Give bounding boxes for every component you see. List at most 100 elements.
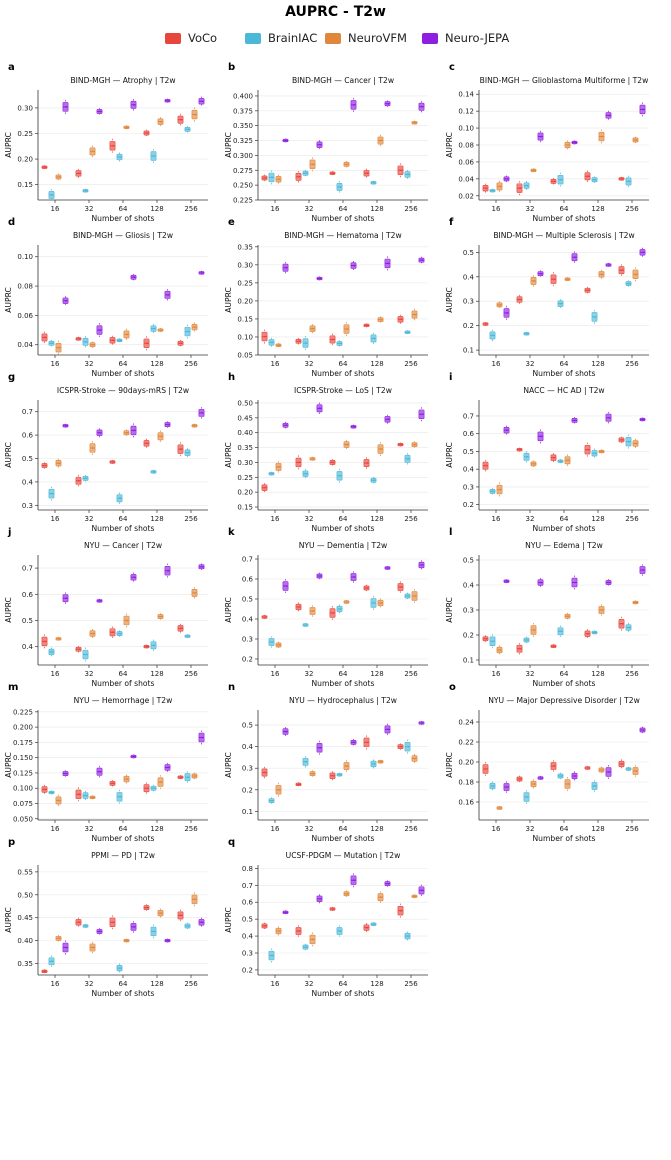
- x-tick-label: 32: [526, 825, 535, 833]
- box-neuro-jepa-16: [503, 781, 510, 793]
- data-point: [146, 442, 149, 445]
- y-axis-label: AUPRC: [224, 442, 233, 468]
- box-brainiac-256: [625, 766, 632, 772]
- data-point: [587, 448, 589, 451]
- data-point: [421, 889, 423, 892]
- box-neurovfm-64: [123, 613, 130, 628]
- box-neurovfm-128: [157, 613, 164, 620]
- box-brainiac-128: [370, 595, 377, 611]
- data-point: [319, 277, 321, 280]
- data-point: [642, 418, 644, 421]
- box-voco-32: [295, 782, 302, 787]
- subplot-title: NYU — Hydrocephalus | T2w: [289, 696, 397, 705]
- box-voco-16: [41, 784, 48, 795]
- data-point: [194, 113, 197, 116]
- box-voco-128: [363, 735, 370, 750]
- box-voco-128: [143, 782, 150, 795]
- data-point: [133, 576, 136, 579]
- data-point: [506, 177, 508, 180]
- data-point: [594, 315, 596, 318]
- box-neuro-jepa-32: [96, 598, 103, 603]
- data-point: [44, 166, 46, 169]
- data-point: [146, 132, 149, 134]
- data-point: [642, 108, 644, 111]
- box-neurovfm-64: [343, 599, 350, 605]
- box-neurovfm-32: [89, 341, 96, 349]
- x-tick-label: 16: [271, 515, 280, 523]
- data-point: [153, 327, 156, 330]
- box-neurovfm-32: [89, 795, 96, 800]
- box-neurovfm-16: [275, 641, 282, 649]
- data-point: [339, 773, 341, 776]
- data-point: [540, 435, 542, 438]
- subplot-m: m NYU — Hemorrhage | T2w 0.050 0.075 0.100 0.…: [4, 682, 208, 843]
- box-neuro-jepa-16: [282, 726, 289, 737]
- subplot-g: g ICSPR-Stroke — 90days-mRS | T2w 0.3 0.4 0.…: [4, 372, 208, 533]
- box-neurovfm-16: [55, 173, 62, 181]
- legend-item-neuro-jepa: Neuro-JEPA: [422, 30, 509, 46]
- box-brainiac-16: [489, 329, 496, 342]
- x-tick-label: 64: [339, 980, 348, 988]
- y-tick-label: 0.04: [17, 341, 33, 349]
- data-point: [560, 630, 562, 633]
- panel-letter: i: [449, 372, 452, 383]
- subplot-o: o NYU — Major Depressive Disorder | T2w 0.…: [445, 682, 649, 843]
- x-tick-label: 64: [119, 670, 128, 678]
- x-tick-label: 64: [560, 360, 569, 368]
- x-tick-label: 128: [591, 670, 604, 678]
- data-point: [608, 416, 610, 419]
- x-tick-label: 16: [271, 980, 280, 988]
- box-neuro-jepa-32: [537, 270, 544, 277]
- data-point: [194, 326, 197, 329]
- box-voco-64: [329, 333, 336, 346]
- y-axis-label: AUPRC: [224, 287, 233, 313]
- data-point: [366, 741, 368, 744]
- y-tick-label: 0.18: [458, 779, 474, 787]
- box-neuro-jepa-256: [198, 407, 205, 419]
- data-point: [346, 163, 348, 166]
- data-point: [635, 139, 637, 141]
- box-neuro-jepa-64: [350, 424, 357, 429]
- data-point: [92, 946, 94, 949]
- data-point: [298, 783, 300, 786]
- box-neurovfm-256: [411, 120, 418, 125]
- y-tick-label: 0.20: [237, 297, 253, 305]
- y-axis-label: AUPRC: [4, 442, 13, 468]
- data-point: [201, 921, 204, 924]
- box-voco-32: [516, 294, 523, 305]
- data-point: [194, 424, 197, 427]
- data-point: [407, 745, 409, 748]
- data-point: [153, 155, 156, 157]
- x-tick-label: 64: [119, 515, 128, 523]
- box-brainiac-64: [557, 299, 564, 309]
- x-axis-label: Number of shots: [91, 214, 154, 223]
- box-voco-64: [550, 272, 557, 287]
- data-point: [414, 895, 416, 898]
- legend: VoCo BrainIAC NeuroVFM Neuro-JEPA: [0, 30, 671, 48]
- data-point: [567, 459, 569, 462]
- y-tick-label: 0.4: [22, 478, 34, 486]
- box-brainiac-256: [625, 280, 632, 287]
- box-brainiac-128: [591, 780, 598, 792]
- box-neurovfm-16: [275, 343, 282, 348]
- data-point: [58, 637, 60, 640]
- figure-title: AUPRC - T2w: [285, 4, 386, 20]
- box-neurovfm-16: [55, 340, 62, 355]
- data-point: [78, 793, 80, 796]
- y-tick-label: 0.350: [233, 122, 253, 130]
- box-brainiac-32: [523, 789, 530, 805]
- panel-letter: g: [8, 372, 15, 383]
- box-brainiac-32: [82, 790, 89, 801]
- data-point: [366, 172, 368, 175]
- box-brainiac-64: [336, 772, 343, 777]
- box-neurovfm-64: [343, 160, 350, 168]
- subplot-a: a BIND-MGH — Atrophy | T2w 0.15 0.20 0.25 0.3…: [4, 62, 208, 223]
- y-tick-label: 0.7: [463, 412, 474, 420]
- box-neuro-jepa-16: [503, 425, 510, 435]
- box-brainiac-64: [116, 152, 123, 162]
- data-point: [587, 632, 589, 635]
- data-point: [65, 424, 67, 427]
- data-point: [44, 464, 46, 467]
- x-tick-label: 128: [370, 980, 383, 988]
- panel-letter: p: [8, 837, 15, 848]
